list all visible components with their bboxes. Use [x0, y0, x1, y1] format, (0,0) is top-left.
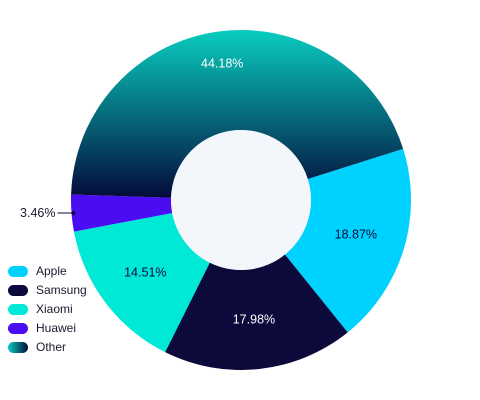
legend-swatch — [8, 303, 28, 315]
legend-swatch — [8, 284, 28, 296]
legend-swatch — [8, 341, 28, 353]
slice-label-huawei: 3.46% — [20, 206, 55, 220]
legend: Apple Samsung Xiaomi Huawei Other — [8, 263, 87, 355]
donut-center — [171, 130, 311, 270]
legend-item-xiaomi: Xiaomi — [8, 301, 87, 317]
slice-label-xiaomi: 14.51% — [124, 265, 166, 279]
slice-samsung — [165, 254, 348, 370]
legend-swatch — [8, 265, 28, 277]
slice-xiaomi — [73, 213, 210, 353]
legend-swatch — [8, 322, 28, 334]
labels-group: 18.87% 17.98% 14.51% 3.46% 44.18% — [20, 56, 377, 326]
legend-label: Samsung — [36, 283, 87, 297]
legend-label: Xiaomi — [36, 302, 73, 316]
slice-label-apple: 18.87% — [335, 228, 377, 242]
legend-item-huawei: Huawei — [8, 320, 87, 336]
slice-apple — [284, 148, 411, 333]
slice-huawei — [71, 194, 173, 232]
legend-label: Huawei — [36, 321, 77, 335]
legend-item-apple: Apple — [8, 263, 87, 279]
leader-dot — [71, 211, 76, 216]
slice-label-samsung: 17.98% — [233, 312, 275, 326]
slice-label-other: 44.18% — [201, 56, 243, 70]
legend-item-samsung: Samsung — [8, 282, 87, 298]
legend-label: Apple — [36, 264, 67, 278]
legend-item-other: Other — [8, 339, 87, 355]
slices-group — [71, 30, 411, 370]
slice-other — [71, 30, 404, 198]
legend-label: Other — [36, 340, 67, 354]
